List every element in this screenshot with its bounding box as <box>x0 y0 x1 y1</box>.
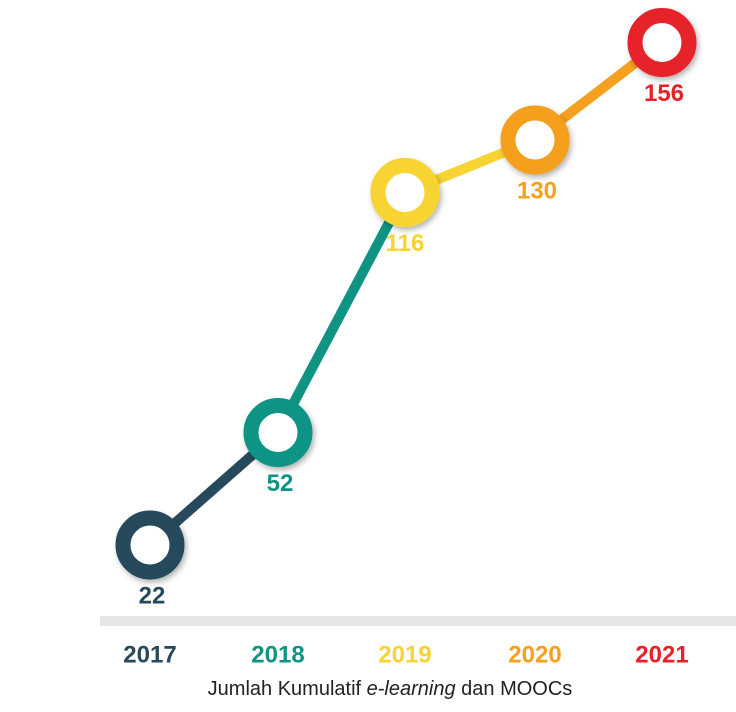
title-part: dan MOOCs <box>461 678 573 700</box>
value-label: 52 <box>267 470 294 497</box>
point-marker <box>243 398 313 467</box>
baseline-band <box>100 616 736 626</box>
x-tick-label: 2019 <box>378 641 431 668</box>
value-label: 22 <box>139 582 166 609</box>
value-label: 156 <box>644 80 684 107</box>
line-segment <box>273 187 410 438</box>
value-label: 116 <box>386 230 425 257</box>
title-part: e-learning <box>366 678 456 700</box>
point-marker <box>115 510 185 580</box>
chart-title: Jumlah Kumulatif e-learning dan MOOCs <box>0 678 736 701</box>
x-tick-label: 2020 <box>508 641 561 668</box>
value-label: 130 <box>517 177 557 204</box>
point-marker <box>370 158 440 227</box>
x-tick-label: 2018 <box>251 641 304 668</box>
x-tick-label: 2021 <box>635 641 688 668</box>
title-part: Jumlah Kumulatif <box>207 678 362 700</box>
point-marker <box>500 105 570 175</box>
point-marker <box>627 8 697 77</box>
x-tick-label: 2017 <box>123 641 176 668</box>
